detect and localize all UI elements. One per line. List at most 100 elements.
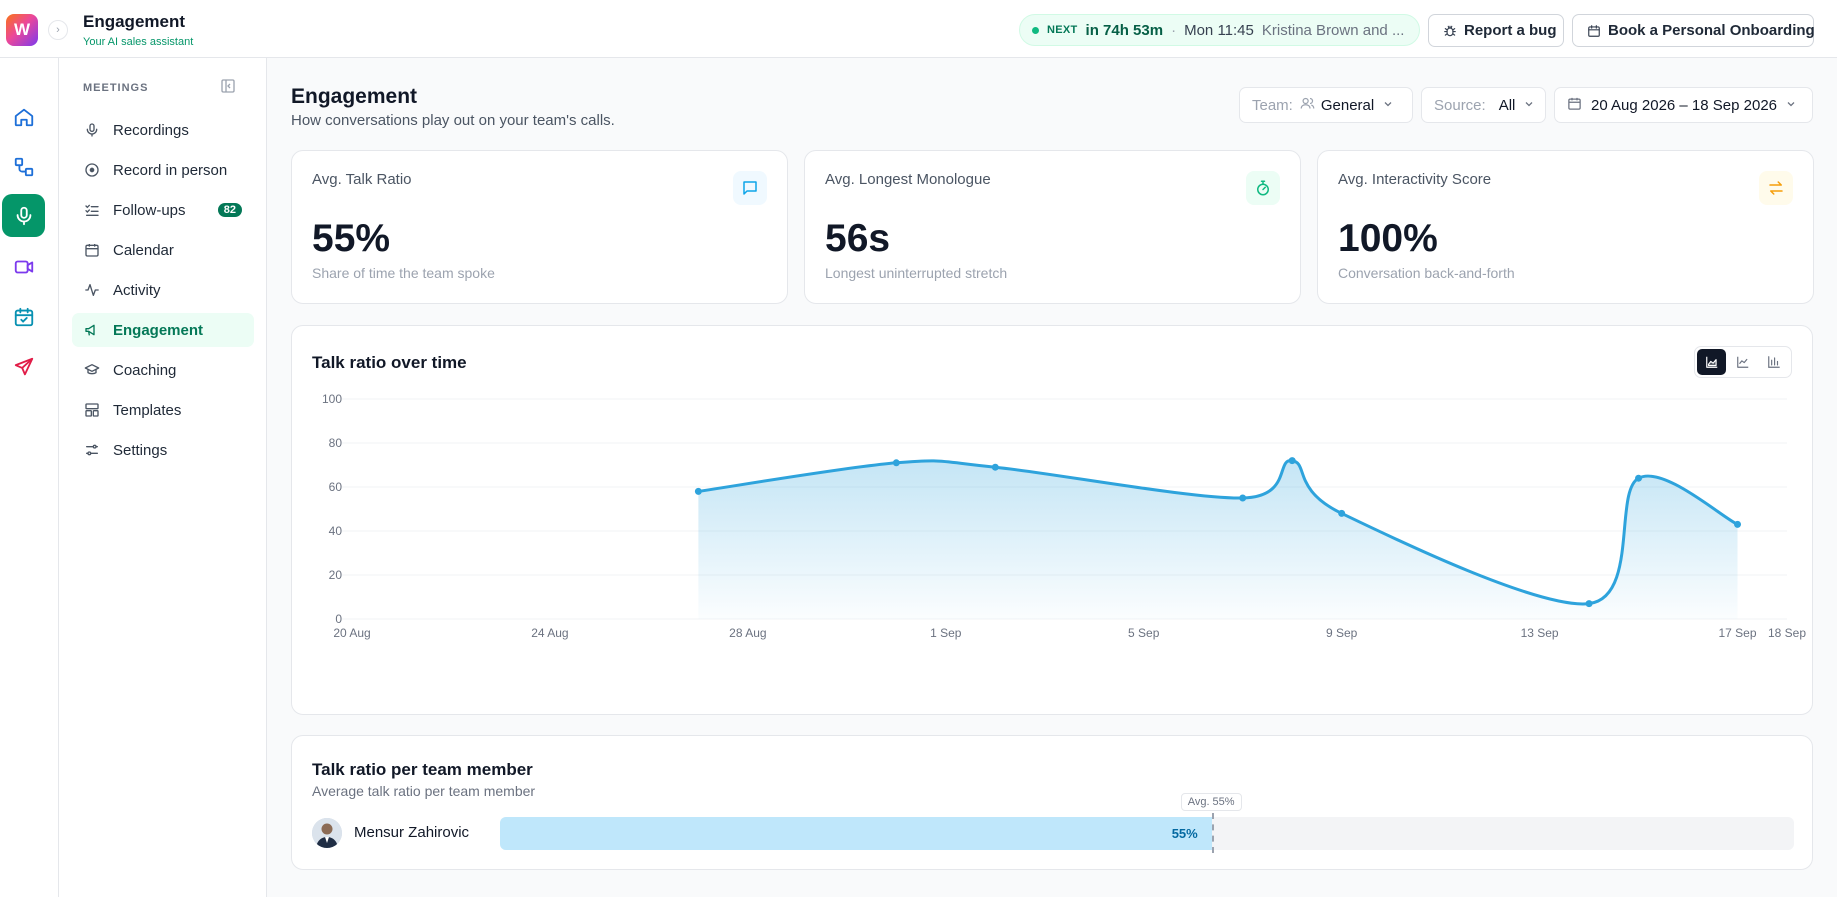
- activity-icon: [84, 282, 102, 298]
- book-onboarding-label: Book a Personal Onboarding: [1608, 22, 1815, 39]
- stat-value: 55%: [312, 217, 391, 260]
- area-chart-icon[interactable]: [1697, 349, 1727, 375]
- users-icon: [1300, 96, 1315, 115]
- sidebar-item-label: Record in person: [113, 161, 228, 179]
- sidebar-item-engagement[interactable]: Engagement: [72, 313, 254, 347]
- source-filter-label: Source:: [1434, 96, 1486, 114]
- team-filter-label: Team:: [1252, 96, 1293, 114]
- report-bug-label: Report a bug: [1464, 22, 1557, 39]
- sidebar-item-label: Calendar: [113, 241, 174, 259]
- sidebar-item-follow-ups[interactable]: Follow-ups 82: [72, 193, 254, 227]
- stat-card-interactivity: Avg. Interactivity Score 100% Conversati…: [1317, 150, 1814, 304]
- chevron-right-icon[interactable]: ›: [48, 20, 68, 40]
- page-description: How conversations play out on your team'…: [291, 112, 615, 129]
- data-point: [1288, 457, 1296, 465]
- bug-icon: [1443, 24, 1457, 38]
- team-filter-dropdown[interactable]: Team: General: [1239, 87, 1413, 123]
- megaphone-icon: [84, 322, 102, 338]
- stat-label: Avg. Interactivity Score: [1338, 171, 1492, 188]
- next-attendees: Kristina Brown and ...: [1261, 21, 1405, 39]
- series-area: [698, 460, 1738, 619]
- sidebar-item-record-in-person[interactable]: Record in person: [72, 153, 254, 187]
- x-tick-label: 24 Aug: [531, 626, 568, 640]
- stat-subtext: Share of time the team spoke: [312, 265, 495, 281]
- home-icon[interactable]: [2, 95, 45, 138]
- sidebar-item-settings[interactable]: Settings: [72, 433, 254, 467]
- graduation-cap-icon: [84, 362, 102, 378]
- x-tick-label: 17 Sep: [1718, 626, 1756, 640]
- stat-subtext: Longest uninterrupted stretch: [825, 265, 1008, 281]
- date-range-value: 20 Aug 2026 – 18 Sep 2026: [1591, 96, 1778, 114]
- stat-label: Avg. Talk Ratio: [312, 171, 412, 188]
- average-marker-line: [1211, 813, 1214, 853]
- sidebar-collapse-icon[interactable]: [220, 78, 236, 94]
- sidebar-item-label: Follow-ups: [113, 201, 186, 219]
- app-subtitle: Your AI sales assistant: [83, 36, 194, 48]
- calendar-check-icon[interactable]: [2, 295, 45, 338]
- next-countdown: in 74h 53m: [1085, 21, 1164, 39]
- timer-icon: [1246, 171, 1280, 205]
- calendar-icon: [1567, 96, 1582, 115]
- section-title: Talk ratio per team member: [312, 760, 533, 779]
- stat-subtext: Conversation back-and-forth: [1338, 265, 1515, 281]
- x-tick-label: 13 Sep: [1521, 626, 1559, 640]
- date-range-picker[interactable]: 20 Aug 2026 – 18 Sep 2026: [1554, 87, 1813, 123]
- layout-icon: [84, 402, 102, 418]
- send-icon[interactable]: [2, 345, 45, 388]
- microphone-icon[interactable]: [2, 194, 45, 237]
- chart-type-toggle: [1694, 346, 1792, 378]
- message-square-icon: [733, 171, 767, 205]
- stat-label: Avg. Longest Monologue: [825, 171, 991, 188]
- stat-value: 56s: [825, 217, 891, 260]
- data-point: [991, 463, 999, 471]
- data-point: [1338, 509, 1346, 517]
- y-tick-label: 20: [329, 568, 343, 582]
- sidebar-item-label: Recordings: [113, 121, 189, 139]
- app-title: Engagement: [83, 12, 186, 31]
- data-point: [1734, 520, 1742, 528]
- book-onboarding-button[interactable]: Book a Personal Onboarding: [1572, 14, 1815, 47]
- calendar-icon: [1587, 24, 1601, 38]
- sidebar-item-coaching[interactable]: Coaching: [72, 353, 254, 387]
- workflow-icon[interactable]: [2, 145, 45, 188]
- data-point: [1239, 494, 1247, 502]
- talk-ratio-bar-value: 55%: [1171, 826, 1198, 841]
- x-tick-label: 28 Aug: [729, 626, 766, 640]
- average-marker-label: Avg. 55%: [1180, 793, 1242, 811]
- sidebar-item-label: Templates: [113, 401, 182, 419]
- next-meeting-pill[interactable]: NEXT in 74h 53m · Mon 11:45 Kristina Bro…: [1019, 14, 1420, 46]
- app-logo[interactable]: W: [6, 14, 38, 46]
- record-icon: [84, 162, 102, 178]
- report-bug-button[interactable]: Report a bug: [1428, 14, 1564, 47]
- chart-title: Talk ratio over time: [312, 353, 467, 372]
- app-logo-letter: W: [13, 20, 31, 39]
- sidebar-item-label: Engagement: [113, 321, 204, 339]
- sidebar-item-label: Activity: [113, 281, 161, 299]
- video-icon[interactable]: [2, 245, 45, 288]
- member-name: Mensur Zahirovic: [354, 824, 470, 841]
- talk-ratio-chart-card: Talk ratio over time 0 20 40 60 80 100 20 Aug 2…: [291, 325, 1813, 715]
- y-tick-label: 0: [335, 612, 342, 626]
- source-filter-dropdown[interactable]: Source: All: [1421, 87, 1546, 123]
- x-tick-label: 1 Sep: [930, 626, 962, 640]
- y-tick-label: 100: [322, 392, 342, 406]
- bar-chart-icon[interactable]: [1760, 349, 1789, 375]
- line-chart-icon[interactable]: [1728, 349, 1757, 375]
- microphone-icon: [84, 122, 102, 138]
- sidebar-item-templates[interactable]: Templates: [72, 393, 254, 427]
- talk-ratio-area-chart: 0 20 40 60 80 100 20 Aug 24 Aug 28 Aug 1 Sep 5 Sep…: [322, 392, 1806, 640]
- checklist-icon: [84, 202, 102, 218]
- calendar-icon: [84, 242, 102, 258]
- team-filter-value: General: [1320, 96, 1375, 114]
- data-point: [892, 459, 900, 467]
- x-tick-label: 5 Sep: [1128, 626, 1160, 640]
- next-separator: ·: [1171, 21, 1177, 39]
- arrows-swap-icon: [1759, 171, 1793, 205]
- team-member-row[interactable]: Mensur Zahirovic 55% Avg. 55%: [312, 793, 1794, 853]
- sidebar-item-recordings[interactable]: Recordings: [72, 113, 254, 147]
- sidebar-item-activity[interactable]: Activity: [72, 273, 254, 307]
- avatar: [312, 818, 342, 848]
- sidebar-heading: MEETINGS: [83, 82, 149, 94]
- sidebar-item-calendar[interactable]: Calendar: [72, 233, 254, 267]
- data-point: [1635, 474, 1643, 482]
